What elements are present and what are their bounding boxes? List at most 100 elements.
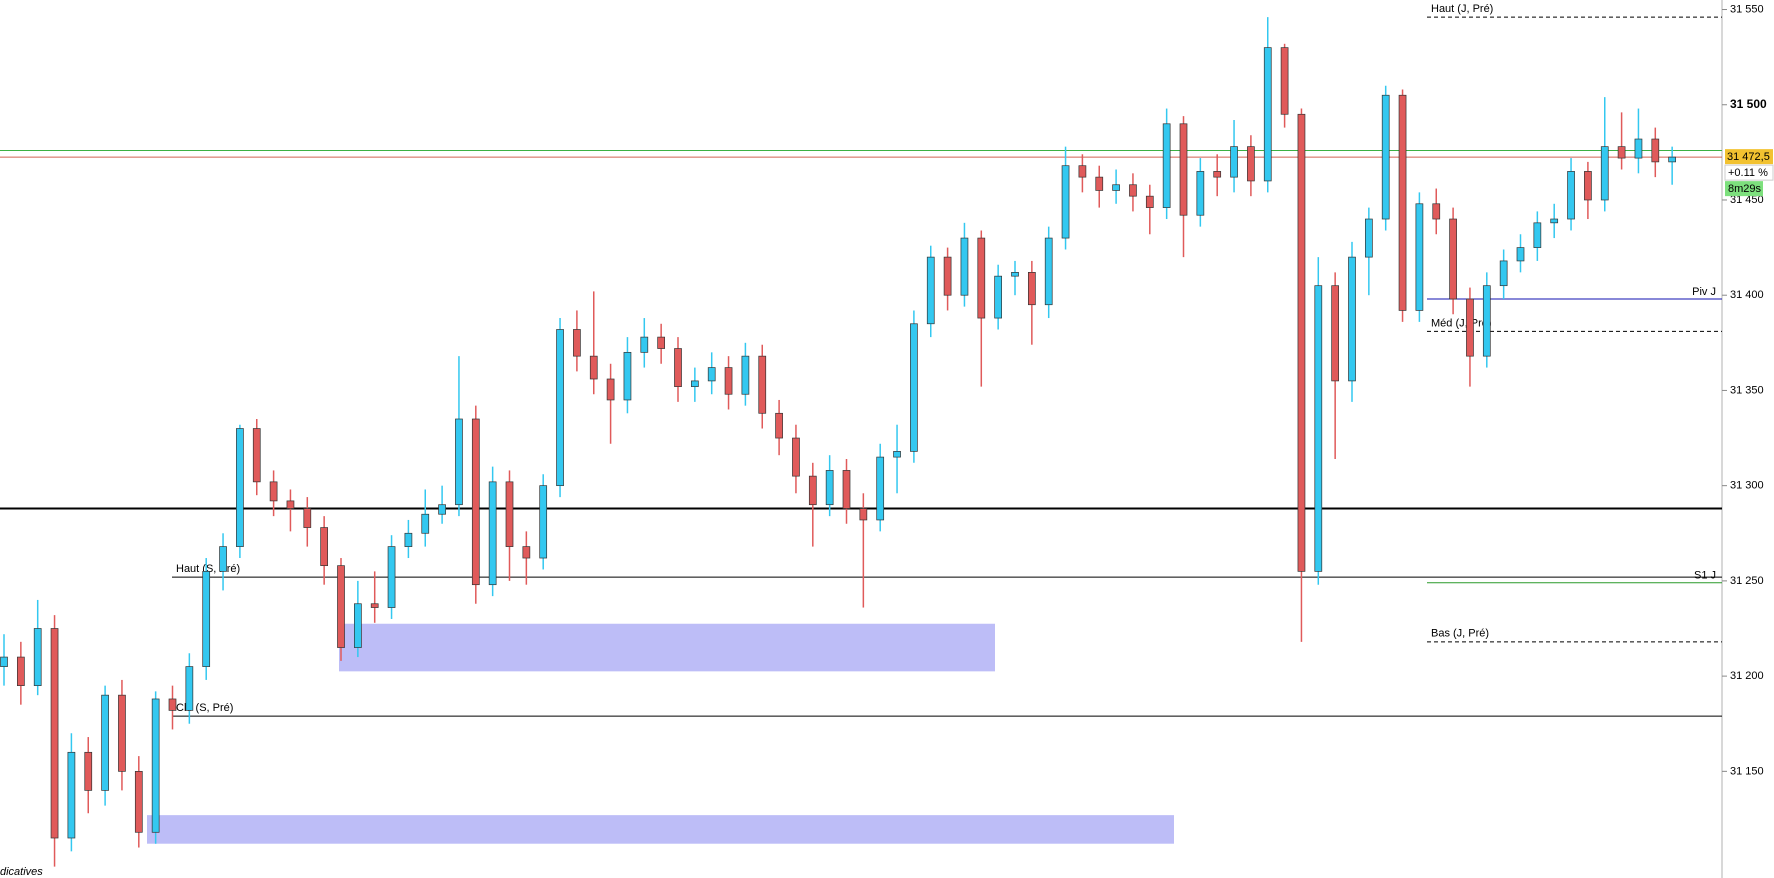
candle-body (1129, 184, 1137, 197)
level-label: Clo (S, Pré) (176, 702, 233, 714)
candle-body (1651, 138, 1660, 163)
y-tick-label: 31 250 (1730, 575, 1764, 587)
candle-body (286, 500, 295, 509)
candle-body (876, 456, 885, 521)
candle-body (1230, 146, 1238, 178)
candle-body (1499, 260, 1508, 287)
timer-box (1725, 181, 1763, 197)
change-box (1724, 164, 1774, 181)
candle-body (134, 770, 143, 833)
candle-body (84, 751, 93, 791)
candle-body (825, 470, 834, 506)
footer-text: dicatives (0, 866, 43, 878)
candle-body (438, 504, 446, 515)
timer-label: 8m29s (1728, 183, 1762, 195)
candle-body (1297, 113, 1306, 572)
candle-body (1348, 256, 1356, 382)
candle-body (17, 656, 25, 686)
candle-body (994, 275, 1003, 319)
candle-body (674, 348, 682, 387)
candle-body (1027, 272, 1036, 306)
candle-body (1567, 171, 1575, 220)
candle-body (101, 694, 109, 791)
level-label: Bas (J, Pré) (1431, 628, 1489, 640)
candle-body (1213, 171, 1222, 178)
candle-body (842, 470, 851, 509)
candle-body (1634, 138, 1643, 159)
candle-body (893, 451, 901, 458)
candle-body (1011, 272, 1019, 277)
candle-body (977, 237, 986, 319)
candle-body (471, 418, 480, 586)
candle-body (1398, 94, 1407, 311)
candle-body (1381, 94, 1390, 220)
candle-body (758, 355, 767, 414)
candle-body (589, 355, 598, 380)
candle-body (236, 428, 244, 547)
candle-body (775, 412, 783, 439)
candle-body (1280, 47, 1289, 115)
y-tick-label: 31 400 (1730, 289, 1764, 301)
candle-body (1078, 165, 1087, 178)
candle-body (1415, 203, 1424, 311)
y-tick-label: 31 300 (1730, 480, 1764, 492)
candle-body (1179, 123, 1188, 216)
candle-body (0, 656, 8, 667)
candle-body (421, 513, 430, 534)
zone (339, 623, 995, 672)
y-tick-label: 31 350 (1730, 384, 1764, 396)
candle-body (303, 508, 312, 528)
candle-body (539, 485, 548, 559)
candle-body (33, 628, 42, 686)
candle-body (1617, 146, 1626, 159)
candle-body (1432, 203, 1441, 220)
candle-body (1095, 176, 1104, 191)
candle-body (724, 367, 733, 395)
candle-body (741, 355, 750, 395)
candle-body (1516, 247, 1525, 262)
candle-body (252, 428, 261, 483)
price-tag (1725, 149, 1773, 165)
candle-body (1196, 171, 1205, 216)
candle-body (1533, 222, 1542, 248)
candle-body (640, 336, 649, 353)
candle-body (1263, 47, 1272, 182)
candle-body (808, 475, 817, 506)
candle-body (657, 336, 666, 349)
candle-body (707, 367, 716, 382)
candle-body (1584, 171, 1592, 201)
candle-body (1600, 146, 1609, 201)
price-tag-label: 31 472,5 (1727, 151, 1770, 163)
candle-body (522, 546, 531, 559)
candle-body (1162, 123, 1171, 208)
candle-body (404, 532, 413, 547)
y-tick-label: 31 500 (1730, 97, 1767, 111)
candle-body (690, 380, 699, 387)
y-tick-label: 31 550 (1730, 3, 1764, 15)
level-label: Méd (J, Pré) (1431, 317, 1492, 329)
candle-body (623, 351, 632, 401)
candle-body (1482, 285, 1491, 357)
candle-body (943, 256, 952, 296)
candle-body (1668, 156, 1677, 163)
candle-body (505, 481, 514, 547)
candle-body (50, 628, 59, 839)
candle-body (1061, 165, 1070, 239)
candle-body (573, 329, 581, 357)
candle-body (926, 256, 935, 325)
candle-body (1331, 285, 1340, 382)
y-tick-label: 31 200 (1730, 670, 1764, 682)
candle-body (1314, 285, 1323, 572)
candle-body (606, 378, 615, 401)
candle-body (1449, 218, 1457, 300)
candle-body (337, 565, 345, 648)
y-tick-label: 31 450 (1730, 194, 1764, 206)
level-label: Piv J (1692, 286, 1716, 298)
candle-body (1112, 184, 1120, 191)
candle-body (910, 323, 918, 452)
candle-body (370, 603, 379, 608)
candle-body (859, 508, 868, 521)
candle-body (320, 527, 328, 567)
candle-body (455, 418, 463, 506)
